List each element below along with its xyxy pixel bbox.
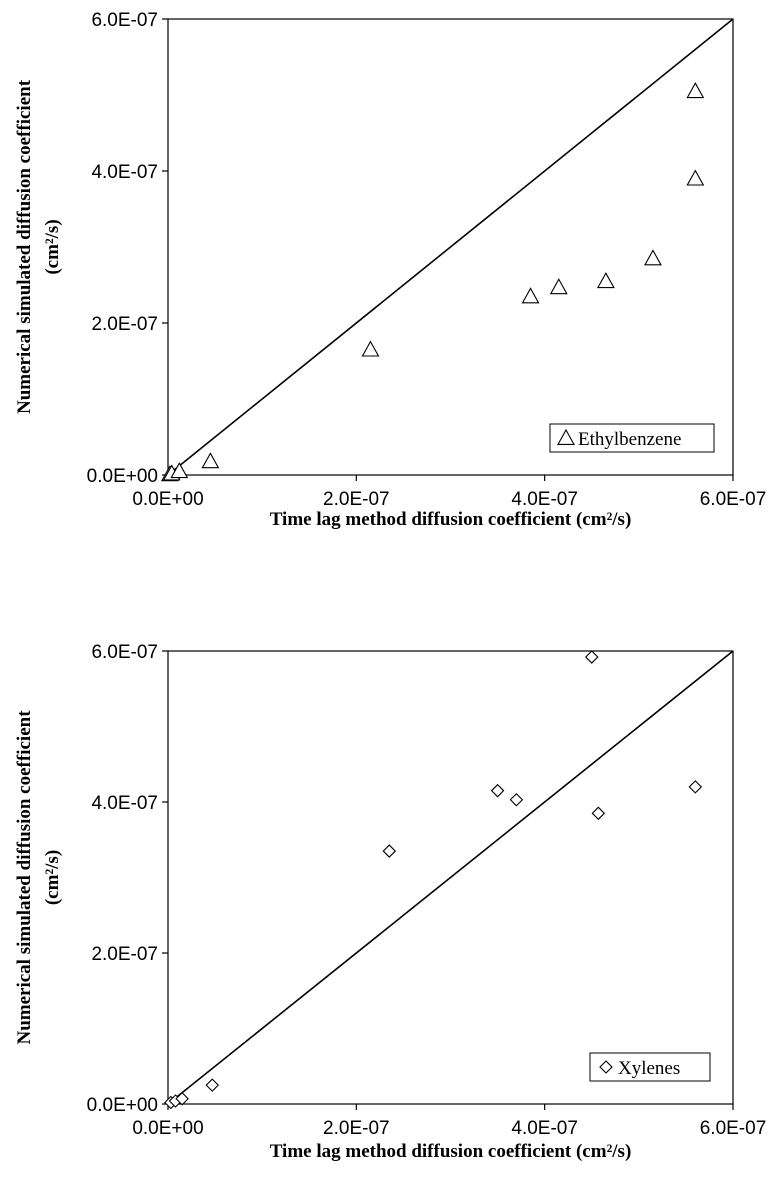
legend-label: Xylenes [618, 1058, 680, 1079]
y-tick-label: 6.0E-07 [91, 10, 158, 31]
x-axis-title: Time lag method diffusion coefficient (c… [270, 509, 632, 530]
data-point [591, 806, 606, 821]
data-point [549, 278, 568, 295]
y-axis-title-units: (cm²/s) [42, 219, 63, 274]
y-tick-label: 4.0E-07 [91, 793, 158, 814]
data-point [509, 792, 524, 807]
ethylbenzene-chart: 0.0E+00 2.0E-07 4.0E-07 6.0E-07 0.0E+00 2.0E-… [14, 10, 766, 530]
data-point [490, 783, 505, 798]
reference-line [167, 18, 734, 476]
x-tick-label: 6.0E-07 [700, 1118, 767, 1139]
plot-area [167, 650, 734, 1105]
data-point [644, 249, 662, 266]
data-point [170, 462, 189, 479]
legend-marker [599, 1060, 613, 1074]
data-point [521, 287, 540, 304]
x-tick-label: 6.0E-07 [700, 489, 767, 510]
data-point [596, 272, 615, 289]
legend-marker [557, 428, 575, 445]
y-axis-title: Numerical simulated diffusion coefficien… [14, 79, 35, 414]
y-tick-label: 0.0E+00 [87, 466, 158, 487]
y-tick-label: 0.0E+00 [87, 1095, 158, 1116]
x-tick-label: 2.0E-07 [323, 1118, 390, 1139]
x-tick-label: 0.0E+00 [132, 489, 203, 510]
data-point [584, 650, 599, 664]
xylenes-chart: 0.0E+00 2.0E-07 4.0E-07 6.0E-07 0.0E+00 2.0E-… [14, 642, 766, 1162]
data-point [201, 452, 220, 469]
y-tick-label: 6.0E-07 [91, 642, 158, 663]
x-tick-label: 4.0E-07 [511, 489, 578, 510]
y-tick-label: 2.0E-07 [91, 944, 158, 965]
data-point [686, 169, 705, 186]
y-axis-title: Numerical simulated diffusion coefficien… [14, 710, 35, 1045]
plot-area [167, 18, 734, 476]
data-point [688, 780, 703, 794]
x-tick-label: 4.0E-07 [511, 1118, 578, 1139]
x-tick-label: 0.0E+00 [132, 1118, 203, 1139]
y-axis-title-units: (cm²/s) [42, 850, 63, 905]
reference-line [167, 650, 734, 1105]
data-point [205, 1078, 220, 1092]
data-point [686, 82, 705, 99]
data-point [175, 1091, 189, 1106]
x-tick-label: 2.0E-07 [323, 489, 390, 510]
y-tick-label: 4.0E-07 [91, 162, 158, 183]
data-point [382, 844, 397, 858]
data-point [361, 340, 380, 357]
legend-label: Ethylbenzene [578, 429, 681, 450]
legend-box [549, 423, 715, 453]
x-axis-title: Time lag method diffusion coefficient (c… [270, 1141, 632, 1162]
y-tick-label: 2.0E-07 [91, 314, 158, 335]
